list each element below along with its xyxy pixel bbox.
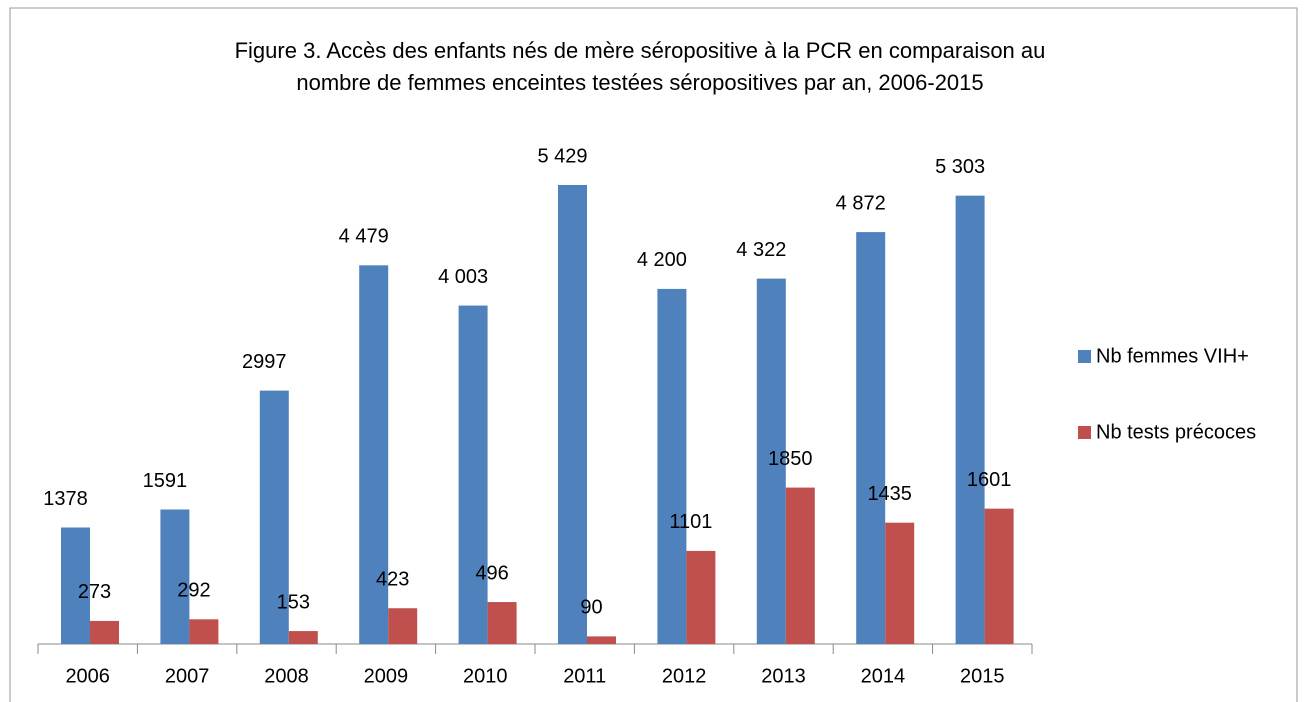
bar [558,185,587,644]
data-label: 4 200 [637,249,687,271]
data-label: 423 [376,569,409,591]
data-label: 1591 [143,470,188,492]
x-tick-label: 2012 [662,665,707,687]
data-label: 292 [177,580,210,602]
data-label: 5 303 [935,156,985,178]
bar [61,527,90,644]
bar [189,619,219,644]
bar [388,608,418,644]
data-label: 90 [580,597,602,619]
data-label: 4 479 [339,226,389,248]
data-label: 4 003 [438,266,488,288]
data-label: 2997 [242,351,287,373]
x-tick-label: 2014 [861,665,906,687]
x-tick-label: 2006 [65,665,110,687]
legend-swatch [1078,350,1091,363]
bar [359,265,389,644]
bar [885,522,915,644]
chart-title: Figure 3. Accès des enfants nés de mère … [235,38,1046,63]
x-tick-label: 2011 [563,665,606,687]
chart-title: nombre de femmes enceintes testées sérop… [296,70,983,95]
x-tick-label: 2009 [364,665,409,687]
data-label: 153 [277,591,310,613]
data-label: 1850 [768,448,813,470]
data-label: 4 322 [736,239,786,261]
data-label: 1378 [43,488,88,510]
data-label: 1601 [967,469,1012,491]
x-tick-label: 2013 [761,665,806,687]
x-tick-label: 2008 [264,665,309,687]
bar [686,550,716,644]
bar [756,278,786,644]
data-label: 4 872 [836,192,886,214]
x-tick-label: 2010 [463,665,508,687]
chart-frame [9,7,1298,702]
legend-label: Nb femmes VIH+ [1096,345,1249,367]
legend-label: Nb tests précoces [1096,421,1256,443]
bar [984,508,1014,644]
data-label: 1101 [669,511,712,533]
bar [856,232,886,644]
bar [487,602,517,644]
bar [288,631,318,644]
data-label: 1435 [867,483,912,505]
data-label: 273 [78,581,111,603]
x-tick-label: 2007 [165,665,210,687]
bar [90,620,119,644]
x-tick-label: 2015 [960,665,1005,687]
bar [955,195,985,645]
bar [657,288,687,644]
bar [587,636,616,644]
bar [458,305,488,644]
data-label: 496 [475,562,508,584]
bar [785,487,815,644]
bar [160,509,190,644]
bar [259,390,289,644]
data-label: 5 429 [537,145,587,167]
legend-swatch [1078,426,1091,439]
